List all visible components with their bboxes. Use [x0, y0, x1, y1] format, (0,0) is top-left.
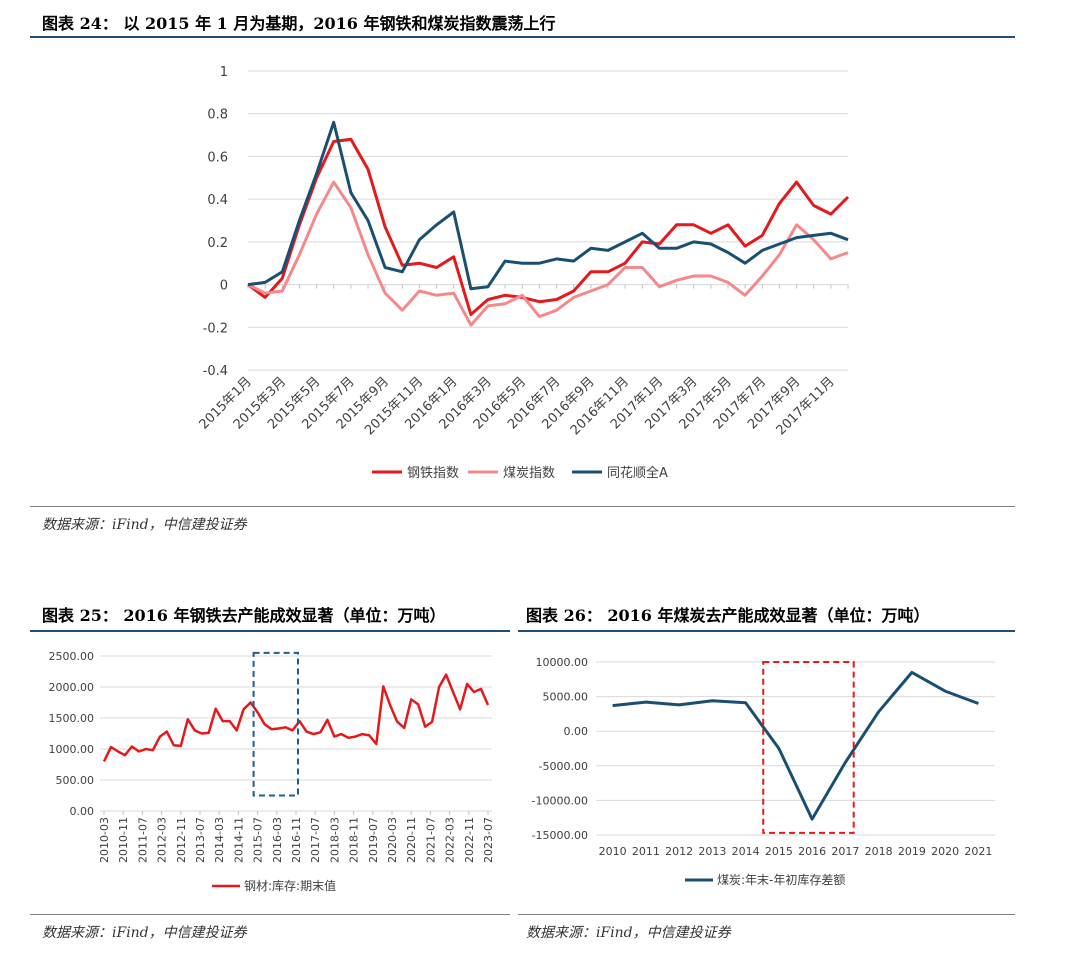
x-tick-label: 2017 — [831, 845, 859, 858]
y-tick-label: 0.00 — [70, 805, 95, 818]
legend-label: 同花顺全A — [607, 465, 668, 481]
x-tick-label: 2020-03 — [386, 817, 399, 863]
fig24-chart: 10.80.60.40.20-0.2-0.42015年1月2015年3月2015… — [197, 65, 850, 481]
y-tick-label: -15000.00 — [532, 829, 588, 842]
x-tick-label: 2016 — [798, 845, 826, 858]
x-tick-label: 2023-07 — [482, 817, 495, 863]
bottom-rule-left — [30, 914, 510, 915]
x-tick-label: 2012-11 — [175, 817, 188, 863]
fig24-title: 图表 24： 以 2015 年 1 月为基期，2016 年钢铁和煤炭指数震荡上行 — [42, 14, 556, 33]
y-tick-label: 2500.00 — [49, 650, 95, 663]
x-tick-label: 2021 — [964, 845, 992, 858]
x-tick-label: 2016-03 — [271, 817, 284, 863]
y-tick-label: 2000.00 — [49, 681, 95, 694]
x-tick-label: 2015-07 — [252, 817, 265, 863]
x-tick-label: 2015 — [765, 845, 793, 858]
x-tick-label: 2018 — [865, 845, 893, 858]
series-line — [612, 670, 979, 821]
x-tick-label: 2011 — [632, 845, 660, 858]
fig26-source: 数据来源：iFind，中信建投证券 — [526, 925, 731, 941]
x-tick-label: 2020 — [931, 845, 959, 858]
x-tick-label: 2022-11 — [463, 817, 476, 863]
series-line — [247, 180, 849, 327]
fig26-chart: 10000.00 5000.00 0.00 -5000.00 -10000.00 -150… — [532, 656, 995, 887]
y-tick-label: 0.2 — [207, 236, 228, 251]
fig26-title: 图表 26： 2016 年煤炭去产能成效显著（单位：万吨） — [526, 606, 930, 625]
legend-label: 钢铁指数 — [407, 466, 459, 481]
x-tick-label: 2011-07 — [136, 817, 149, 863]
y-tick-label: 5000.00 — [543, 691, 589, 704]
y-tick-label: 1500.00 — [49, 712, 95, 725]
y-tick-label: -0.4 — [203, 364, 228, 379]
series-line — [247, 120, 849, 291]
fig25-top-rule — [30, 630, 510, 632]
x-tick-label: 2013-07 — [194, 817, 207, 863]
x-tick-label: 2017-07 — [309, 817, 322, 863]
y-tick-label: -0.2 — [203, 321, 228, 336]
x-tick-label: 2014-11 — [232, 817, 245, 863]
y-tick-label: 0.4 — [207, 193, 228, 208]
y-tick-label: -5000.00 — [539, 760, 588, 773]
x-tick-label: 2014 — [732, 845, 760, 858]
x-tick-label: 2020-11 — [405, 817, 418, 863]
x-tick-label: 2021-07 — [424, 817, 437, 863]
fig25-title: 图表 25： 2016 年钢铁去产能成效显著（单位：万吨） — [42, 606, 446, 625]
highlight-box — [252, 651, 300, 797]
fig25-source: 数据来源：iFind，中信建投证券 — [42, 925, 247, 941]
fig26-top-rule — [518, 630, 1015, 632]
series-line — [247, 137, 850, 316]
legend-label: 煤炭:年末-年初库存差额 — [717, 872, 845, 887]
x-tick-label: 2019 — [898, 845, 926, 858]
x-tick-label: 2018-03 — [328, 817, 341, 863]
fig24-bottom-rule — [30, 506, 1015, 507]
fig24-top-rule — [30, 36, 1015, 38]
y-tick-label: 0 — [220, 279, 228, 294]
highlight-box — [762, 661, 855, 834]
y-tick-label: 0.00 — [564, 725, 589, 738]
x-tick-label: 2018-11 — [348, 817, 361, 863]
y-tick-label: 1 — [220, 65, 228, 80]
fig25-chart: 2500.002000.001500.001000.00500.000.0020… — [49, 650, 496, 893]
y-tick-label: 0.8 — [207, 108, 228, 123]
x-tick-label: 2019-07 — [367, 817, 380, 863]
x-tick-label: 2016-11 — [290, 817, 303, 863]
x-tick-label: 2010-03 — [98, 817, 111, 863]
x-tick-label: 2013 — [698, 845, 726, 858]
x-tick-label: 2010 — [599, 845, 627, 858]
y-tick-label: 10000.00 — [536, 656, 589, 669]
x-tick-label: 2022-03 — [444, 817, 457, 863]
y-tick-label: -10000.00 — [532, 794, 588, 807]
x-tick-label: 2010-11 — [117, 817, 130, 863]
y-tick-label: 1000.00 — [49, 743, 95, 756]
series-line — [102, 673, 490, 762]
legend-label: 钢材:库存:期末值 — [244, 878, 336, 893]
fig24-source: 数据来源：iFind，中信建投证券 — [42, 517, 247, 533]
y-tick-label: 0.6 — [207, 150, 228, 165]
x-tick-label: 2012-03 — [156, 817, 169, 863]
legend-label: 煤炭指数 — [503, 466, 555, 481]
y-tick-label: 500.00 — [56, 774, 95, 787]
x-tick-label: 2012 — [665, 845, 693, 858]
x-tick-label: 2014-03 — [213, 817, 226, 863]
bottom-rule-right — [518, 914, 1015, 915]
